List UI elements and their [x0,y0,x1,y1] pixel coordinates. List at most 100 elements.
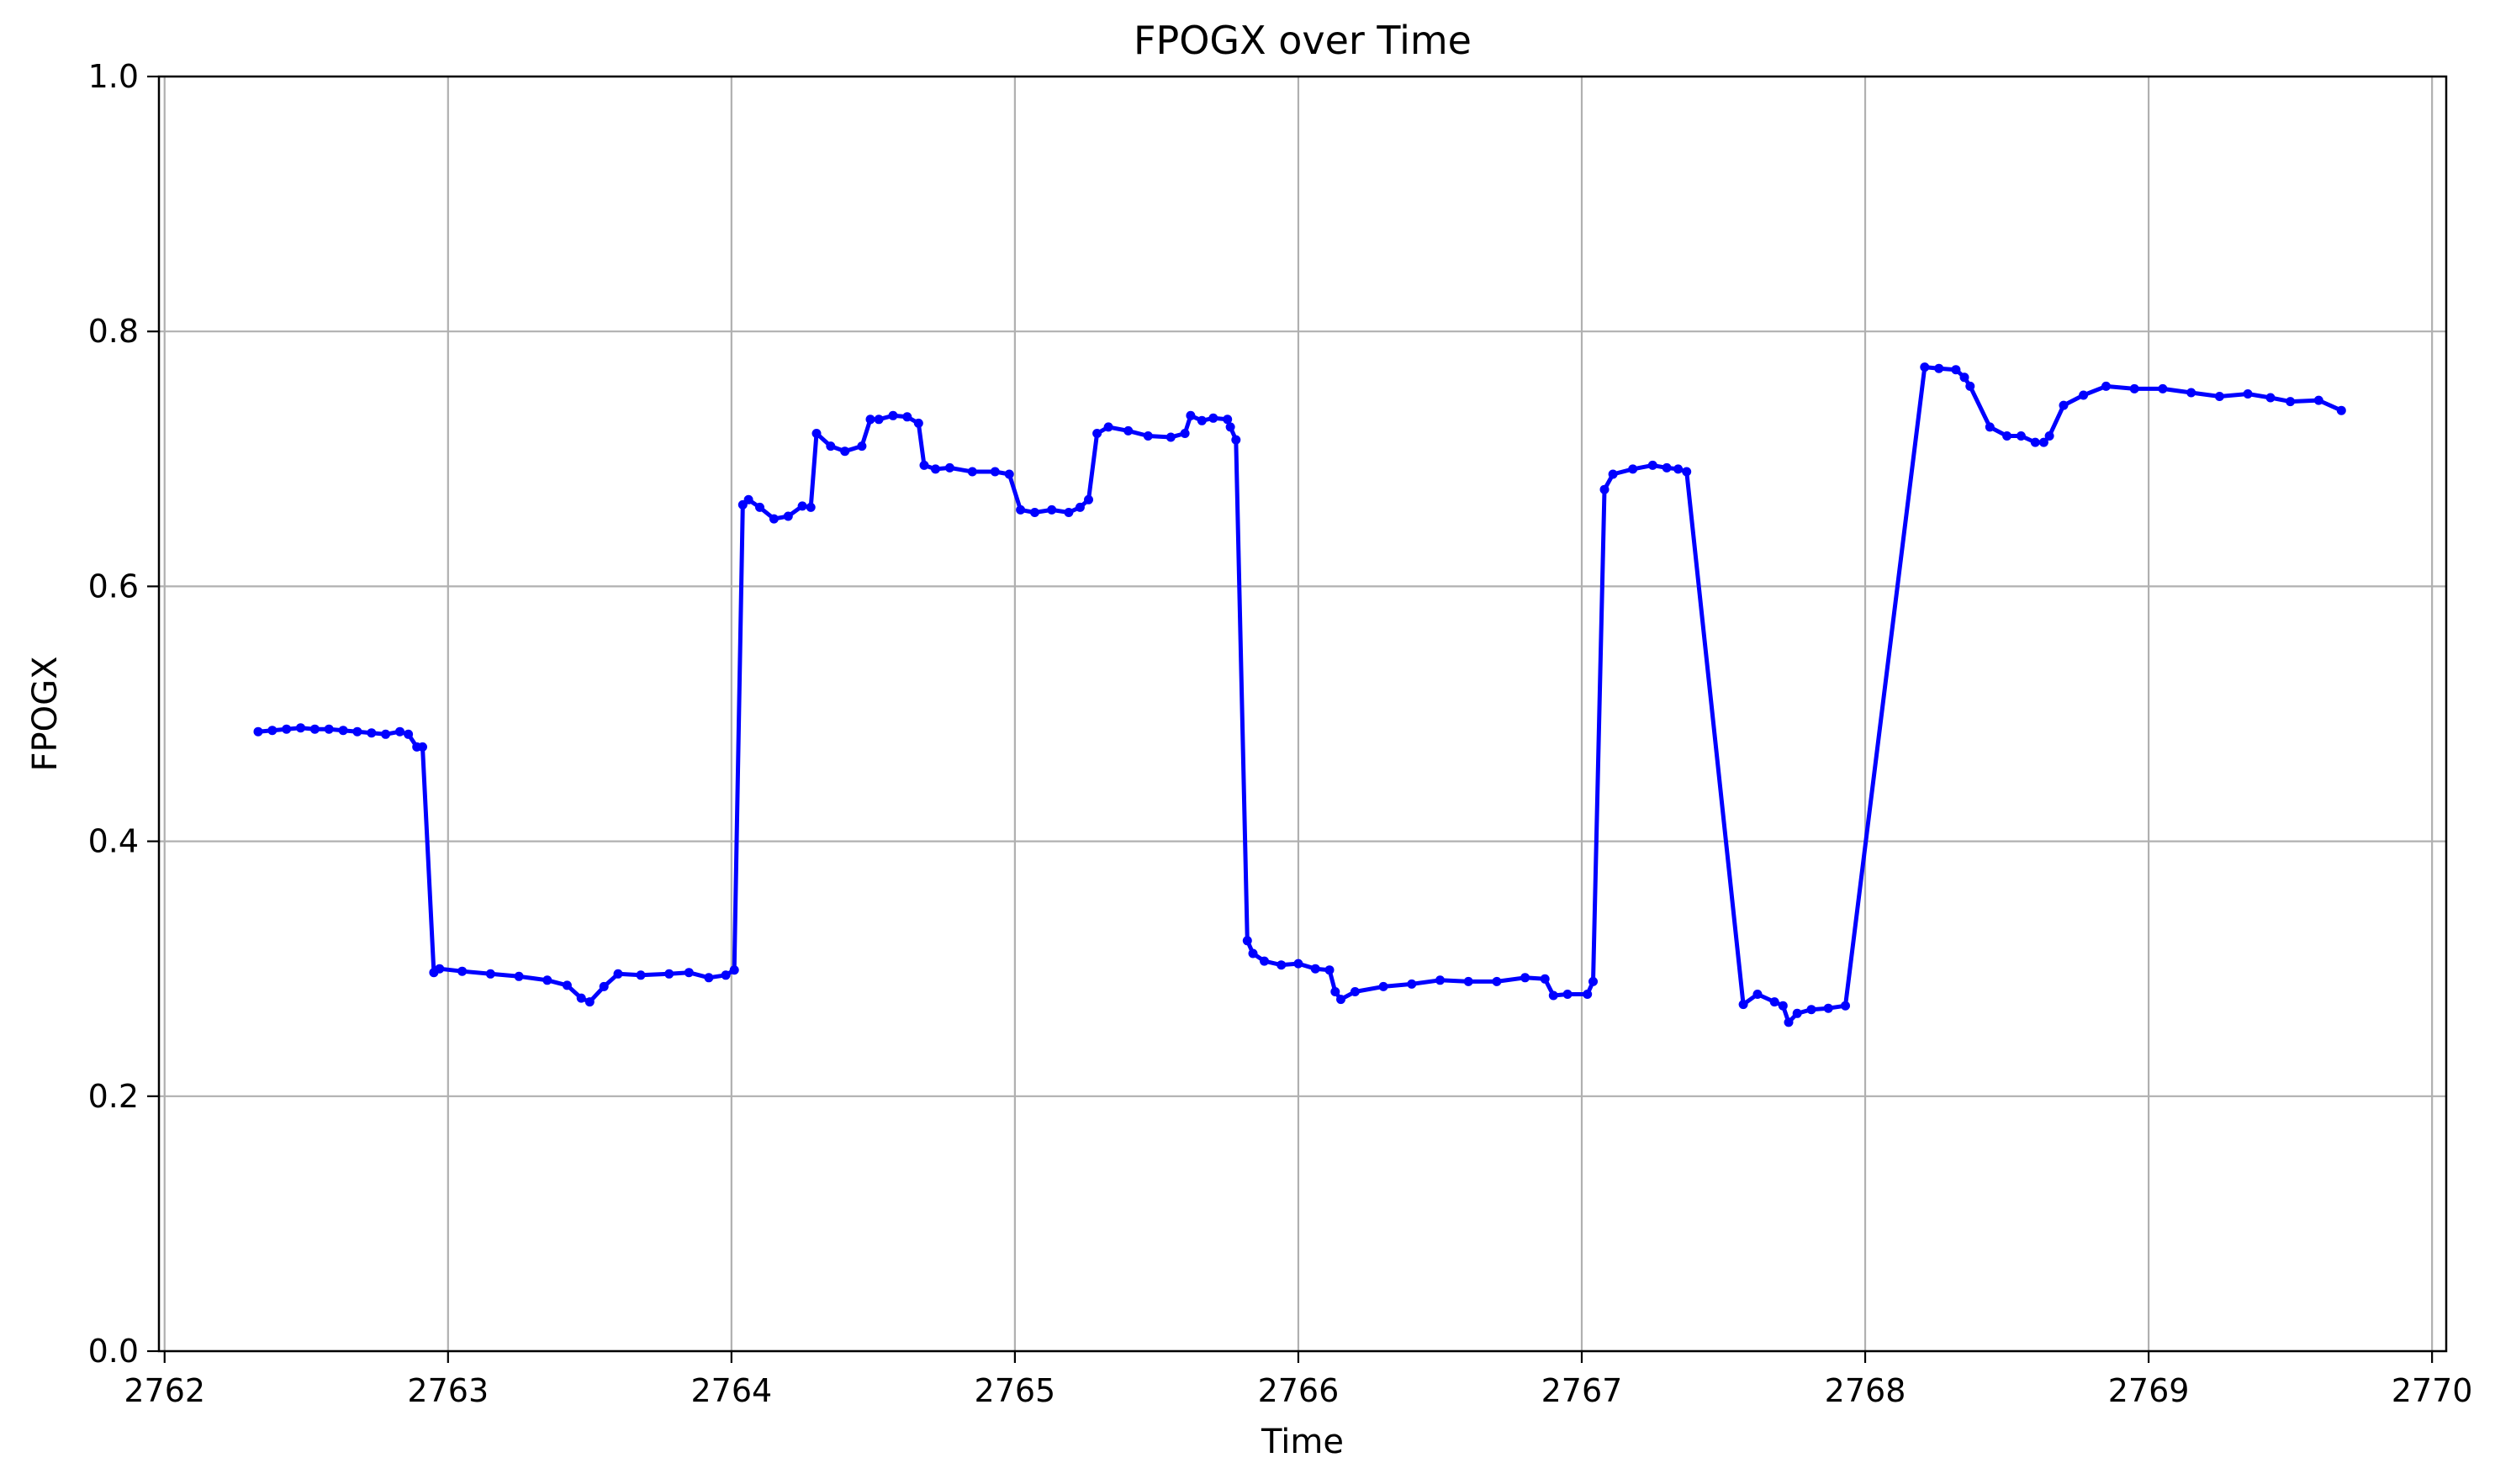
data-point [1463,976,1473,986]
data-point [562,980,572,990]
data-point [865,415,875,425]
data-point [1277,960,1287,970]
data-point [1540,974,1550,984]
y-axis-ticks: 0.0 0.2 0.4 0.6 0.8 1.0 [88,58,159,1370]
data-point [967,467,977,477]
data-point [1647,460,1657,470]
y-tick-label: 1.0 [88,58,139,95]
data-point [1769,997,1779,1007]
x-tick-label: 2763 [407,1372,489,1409]
data-point [1248,948,1258,959]
data-point [1841,1001,1850,1011]
data-point [1628,464,1638,474]
data-point [485,969,495,979]
data-point [1103,422,1113,432]
data-point [840,446,850,457]
data-point [1310,964,1320,974]
data-point [806,502,816,512]
data-point [576,993,586,1003]
x-tick-label: 2765 [975,1372,1056,1409]
data-point [1588,976,1598,986]
plot-area-frame [157,75,2448,1353]
data-point [2059,400,2069,410]
data-point [1197,415,1207,425]
data-point [888,410,898,420]
data-point [1673,464,1684,474]
data-point [826,441,836,452]
data-point [1225,422,1235,432]
y-tick-label: 0.8 [88,313,139,350]
data-point [1047,504,1057,515]
data-point [1260,956,1269,966]
data-point [1492,976,1502,986]
data-point [1064,508,1074,517]
data-point [755,502,764,512]
data-point [1223,415,1233,425]
data-point [684,968,694,978]
data-point [418,742,427,752]
data-point [296,723,305,733]
data-point [282,724,292,734]
data-point [2044,431,2054,441]
x-tick-label: 2768 [1825,1372,1906,1409]
data-point [2186,388,2196,398]
data-point [1030,508,1039,517]
data-point [613,969,623,979]
chart-title: FPOGX over Time [1134,18,1472,63]
y-tick-label: 0.4 [88,823,139,860]
data-point [2214,392,2224,401]
x-tick-label: 2769 [2108,1372,2190,1409]
data-point [919,460,929,470]
data-point [2336,405,2346,415]
data-point [729,965,739,975]
data-point [1682,467,1692,477]
data-point [1208,413,1218,423]
data-point [338,726,348,736]
data-point [1242,936,1252,946]
data-point [1778,1001,1788,1011]
data-point [2286,397,2296,407]
x-axis-label: Time [1261,1423,1344,1461]
data-point [1123,425,1134,436]
series-group [253,362,2346,1027]
data-point [1562,990,1573,999]
data-point [2002,431,2012,441]
y-tick-label: 0.2 [88,1078,139,1115]
data-point [1548,990,1558,1001]
data-point [352,726,362,737]
data-point [1608,469,1618,479]
data-point [367,728,377,738]
data-point [2129,383,2139,393]
data-point [381,729,391,739]
data-point [1004,469,1014,479]
x-tick-label: 2764 [690,1372,772,1409]
data-point [783,511,793,521]
data-point [1951,365,1961,375]
data-point [1293,959,1303,969]
data-point [1336,995,1345,1005]
data-point [324,724,334,734]
data-point [1823,1003,1833,1013]
data-point [743,494,753,504]
data-point [599,981,609,991]
data-point [1180,429,1190,438]
data-point [542,975,552,985]
data-point [2265,393,2276,403]
data-point [1166,432,1176,442]
data-point [1662,462,1672,473]
data-point [1324,965,1335,975]
x-tick-label: 2767 [1541,1372,1623,1409]
data-point [2243,389,2253,399]
data-point [584,997,595,1007]
data-point [1075,502,1085,512]
data-point [944,462,954,473]
data-point [1738,1000,1748,1010]
data-point [2101,381,2111,391]
data-point [1350,987,1360,996]
data-point [797,501,807,511]
data-point [1231,435,1241,445]
data-point [309,724,320,734]
data-point [404,729,414,739]
